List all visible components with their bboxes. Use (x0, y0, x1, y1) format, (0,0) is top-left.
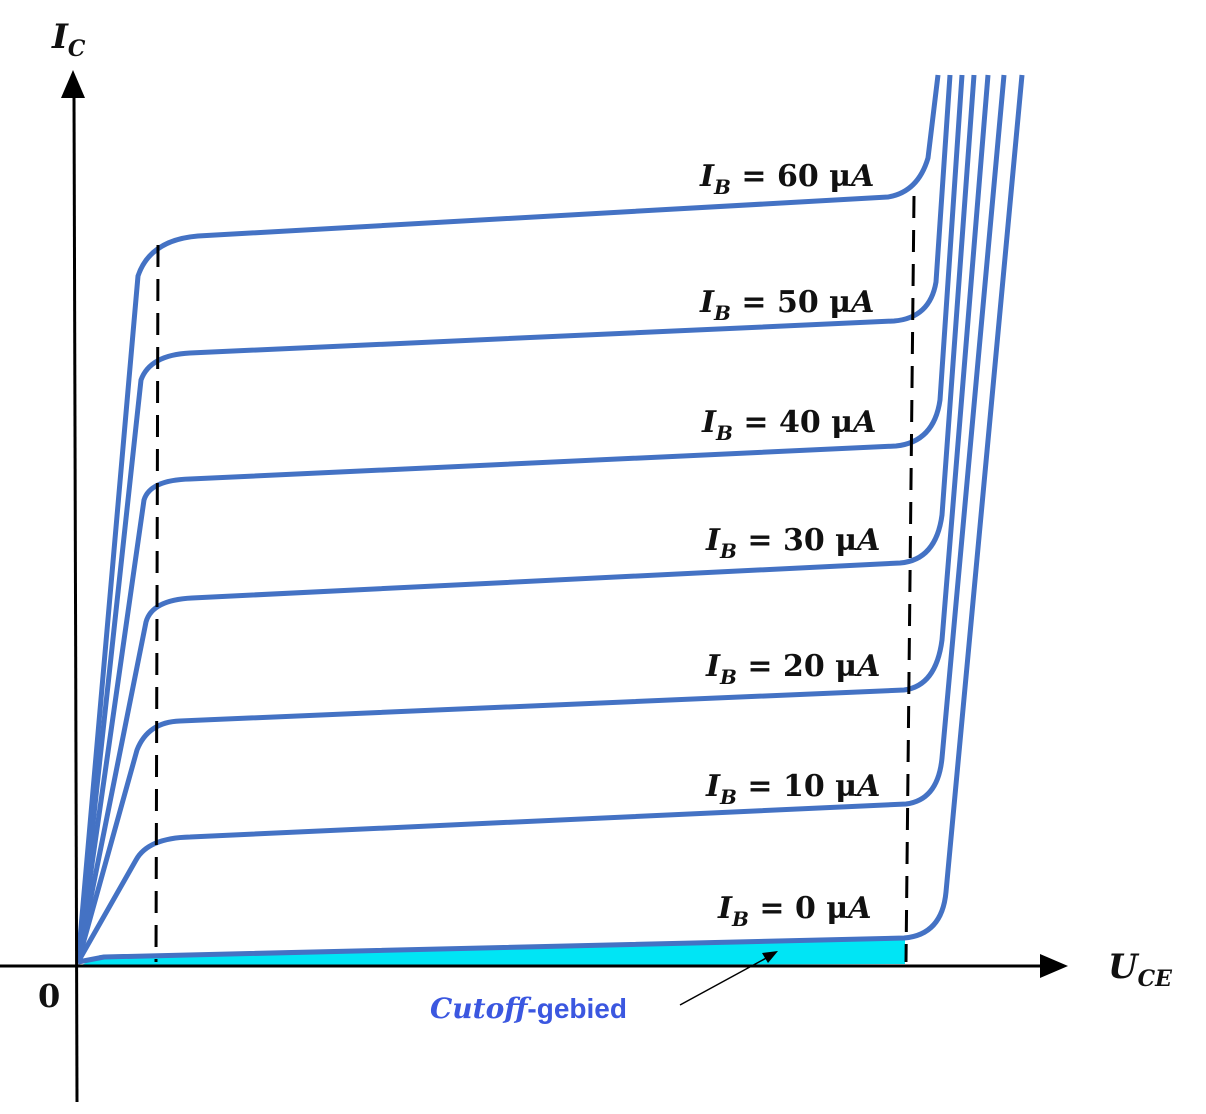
cutoff-pointer-arrowhead (762, 951, 778, 963)
curve-ib-0 (77, 74, 1025, 965)
characteristic-curves (75, 74, 1025, 965)
curve-label: IB = 0 μA (717, 891, 872, 931)
y-axis-line (72, 94, 79, 1103)
x-axis-arrowhead (1040, 954, 1068, 978)
x-axis-label: UCE (1108, 947, 1173, 992)
saturation-boundary-dashed-line (154, 244, 160, 963)
curve-label: IB = 10 μA (705, 769, 880, 809)
curve-labels: IB = 60 μA IB = 50 μA IB = 40 μA IB = 30 μA… (699, 159, 880, 931)
curve-ib-40 (75, 74, 965, 963)
curve-label: IB = 40 μA (701, 405, 876, 445)
breakdown-boundary-dashed-line (904, 195, 916, 963)
curve-ib-50 (75, 74, 953, 963)
curve-label: IB = 50 μA (699, 285, 874, 325)
y-axis-label: IC (51, 17, 86, 62)
curve-ib-10 (75, 74, 1007, 964)
cutoff-pointer-line (679, 955, 771, 1006)
curve-ib-60 (75, 74, 941, 963)
curve-ib-20 (75, 74, 991, 963)
origin-label: 0 (38, 977, 60, 1015)
y-axis-arrowhead (61, 70, 85, 98)
cutoff-region-label: Cutoff-gebied (430, 992, 627, 1025)
curve-ib-30 (75, 74, 977, 963)
curve-label: IB = 20 μA (705, 649, 880, 689)
curve-label: IB = 30 μA (705, 523, 880, 563)
curve-label: IB = 60 μA (699, 159, 874, 199)
